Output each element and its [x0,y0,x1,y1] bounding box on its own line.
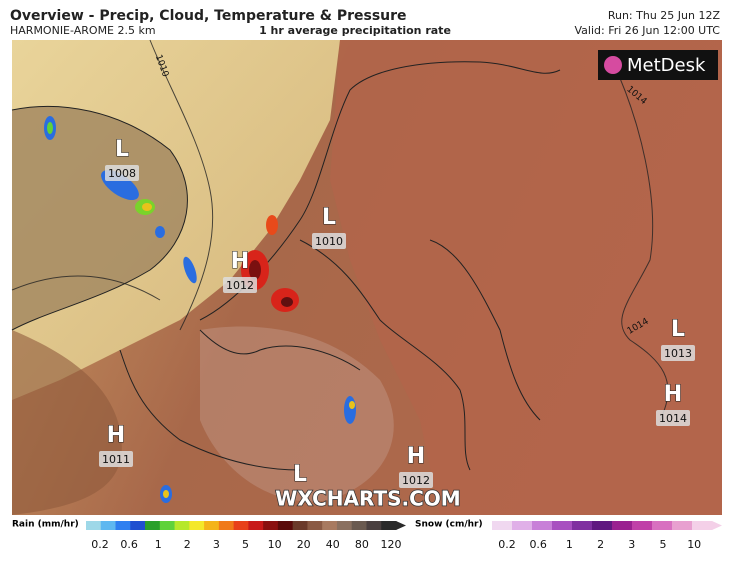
borders [11,61,561,471]
rain-tick-label: 120 [381,538,402,551]
snow-tick-label: 5 [660,538,667,551]
snow-swatch [512,521,533,530]
rain-swatch [174,521,190,530]
snow-swatch [612,521,633,530]
rain-swatch [336,521,353,530]
snow-swatch [572,521,593,530]
snow-tick-label: 1 [566,538,573,551]
pressure-symbol: H [407,444,425,469]
snow-swatch [492,521,513,530]
snow-tick-label: 3 [628,538,635,551]
rain-swatch [366,521,382,530]
rain-swatch [292,521,308,530]
rain-swatch [189,521,205,530]
rain-tick-label: 1 [155,538,162,551]
pressure-symbol: L [322,205,336,230]
pressure-value: 1013 [664,347,692,360]
rain-swatch [86,521,102,530]
pressure-value: 1014 [659,412,687,425]
legend: 0.2 0.6 1 2 3 5 10 20 40 80 120 0.2 0.6 1 2 3 5 10 [86,521,722,551]
cloud-area [200,326,394,502]
snow-swatch-arrow [712,521,722,530]
rain-swatch [218,521,235,530]
snow-swatch [632,521,653,530]
pressure-symbol: H [107,423,125,448]
rain-swatch [145,521,161,530]
subtitle: 1 hr average precipitation rate [259,24,451,37]
rain-swatch-arrow [396,521,406,530]
rain-swatch [263,521,279,530]
rain-tick-label: 40 [326,538,340,551]
rain-swatch [277,521,294,530]
pressure-label-box [656,410,690,426]
rain-swatch [204,521,220,530]
pressure-centers: L 1008 L 1010 H 1012 L 1013 H 1014 H 1011 H 1012 L [99,137,695,488]
pressure-symbol: L [671,317,685,342]
rain-tick-label: 20 [297,538,311,551]
rain-swatch [159,521,176,530]
title: Overview - Precip, Cloud, Temperature & … [10,8,407,24]
rain-tick-label: 10 [268,538,282,551]
snow-tick-label: 2 [597,538,604,551]
rain-swatch [248,521,264,530]
pressure-symbol: H [664,382,682,407]
pressure-label-box [661,345,695,361]
snow-legend-label: Snow (cm/hr) [415,520,483,530]
rain-swatch [100,521,117,530]
pressure-label-box [399,472,433,488]
pressure-value: 1011 [102,453,130,466]
pressure-label-box [99,451,133,467]
snow-swatch [692,521,713,530]
rain-swatch [322,521,338,530]
rain-cells [44,116,356,503]
rain-tick-label: 0.2 [91,538,109,551]
isobars [11,39,669,421]
map: 1010 1014 1014 L1008L1010H1012L1013H1014… [11,39,722,515]
snow-tick-label: 0.2 [498,538,516,551]
pressure-label-box [223,277,257,293]
rain-swatch [381,521,397,530]
rain-swatch [307,521,323,530]
rain-legend-label: Rain (mm/hr) [12,520,79,530]
rain-tick-label: 2 [184,538,191,551]
rain-swatch [115,521,131,530]
rain-tick-label: 80 [355,538,369,551]
snow-swatch [592,521,613,530]
rain-tick-label: 0.6 [120,538,138,551]
rain-swatch [351,521,367,530]
valid-time: Valid: Fri 26 Jun 12:00 UTC [575,24,721,37]
pressure-value: 1008 [108,167,136,180]
pressure-value: 1012 [402,474,430,487]
pressure-symbol: L [115,137,129,162]
run-time: Run: Thu 25 Jun 12Z [608,9,721,22]
snow-swatch [672,521,693,530]
france-land [12,330,122,515]
model: HARMONIE-AROME 2.5 km [10,24,156,37]
snow-swatch [552,521,573,530]
rain-tick-label: 3 [213,538,220,551]
pressure-value: 1012 [226,279,254,292]
snow-tick-label: 0.6 [529,538,547,551]
rain-tick-label: 5 [242,538,249,551]
warm-region [330,40,722,515]
watermark: WXCHARTS.COM [275,487,460,511]
rain-swatch [233,521,249,530]
rain-swatch [130,521,146,530]
pressure-label-box [312,233,346,249]
pressure-label-box [105,165,139,181]
britain [12,106,188,330]
pressure-symbol: L [293,462,307,487]
snow-tick-label: 10 [687,538,701,551]
logo: MetDesk [627,55,706,76]
pressure-symbol: H [231,249,249,274]
snow-swatch [652,521,673,530]
snow-swatch [532,521,553,530]
logo-icon [604,56,622,74]
pressure-value: 1010 [315,235,343,248]
